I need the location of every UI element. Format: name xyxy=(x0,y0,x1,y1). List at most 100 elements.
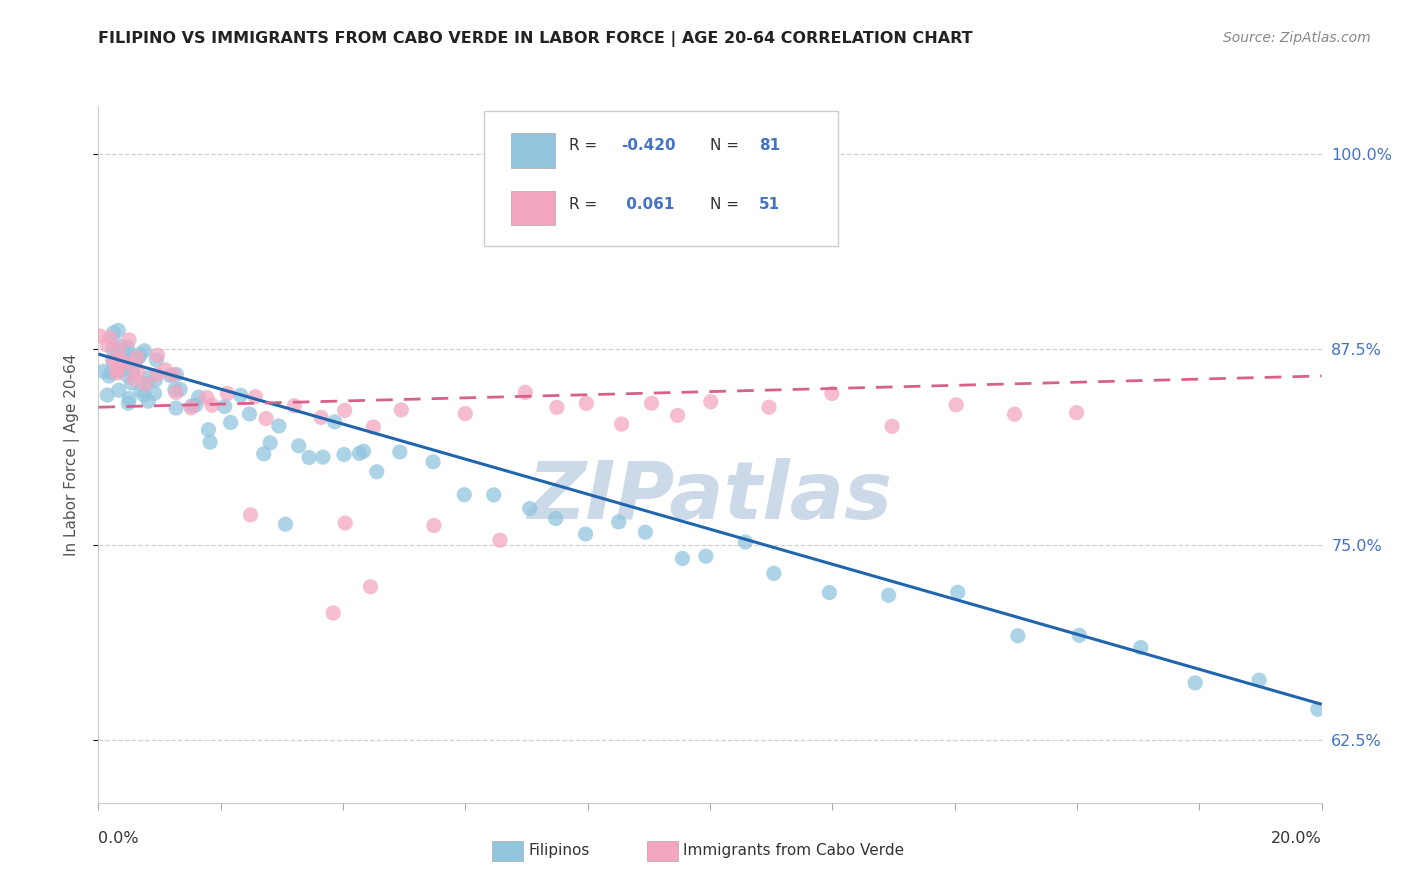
Point xyxy=(353,444,375,458)
Point xyxy=(107,383,129,397)
Point xyxy=(877,588,900,602)
Point xyxy=(143,386,166,401)
Point xyxy=(1066,406,1088,420)
Point xyxy=(110,357,132,371)
Text: Source: ZipAtlas.com: Source: ZipAtlas.com xyxy=(1223,31,1371,45)
Point xyxy=(187,390,209,404)
Text: ZIPatlas: ZIPatlas xyxy=(527,458,893,536)
Text: R =: R = xyxy=(569,137,603,153)
Point xyxy=(1069,628,1091,642)
Point xyxy=(253,447,276,461)
Point xyxy=(115,368,138,383)
Text: 51: 51 xyxy=(759,197,780,212)
Point xyxy=(165,385,187,400)
Point xyxy=(145,352,167,367)
Point xyxy=(129,347,152,361)
Point xyxy=(118,392,141,406)
Text: FILIPINO VS IMMIGRANTS FROM CABO VERDE IN LABOR FORCE | AGE 20-64 CORRELATION CH: FILIPINO VS IMMIGRANTS FROM CABO VERDE I… xyxy=(98,31,973,47)
Point xyxy=(117,340,139,354)
Point xyxy=(108,363,131,377)
Point xyxy=(125,351,148,365)
Point xyxy=(640,396,662,410)
Point xyxy=(120,357,142,371)
Point xyxy=(101,352,124,367)
Point xyxy=(634,525,657,540)
Point xyxy=(219,416,242,430)
Point xyxy=(239,508,262,522)
Point xyxy=(482,488,505,502)
Text: N =: N = xyxy=(710,137,744,153)
Point xyxy=(110,339,132,353)
Point xyxy=(489,533,512,548)
Point xyxy=(197,423,219,437)
Point xyxy=(695,549,717,564)
Point xyxy=(91,364,114,378)
Point xyxy=(322,606,344,620)
Point xyxy=(143,373,166,387)
Point xyxy=(254,411,277,425)
Point xyxy=(110,353,132,368)
FancyBboxPatch shape xyxy=(484,111,838,246)
Point xyxy=(818,585,841,599)
Point xyxy=(946,585,969,599)
Point xyxy=(134,377,156,392)
Point xyxy=(1004,407,1026,421)
Point xyxy=(169,383,191,397)
Point xyxy=(125,352,148,367)
Point xyxy=(607,515,630,529)
Point xyxy=(366,465,388,479)
Point xyxy=(217,386,239,401)
Point xyxy=(1007,629,1029,643)
Point xyxy=(575,396,598,410)
Point xyxy=(184,398,207,412)
Point xyxy=(98,331,121,345)
Y-axis label: In Labor Force | Age 20-64: In Labor Force | Age 20-64 xyxy=(65,354,80,556)
Point xyxy=(360,580,382,594)
Point xyxy=(134,343,156,358)
Point xyxy=(121,376,143,390)
Point xyxy=(100,365,122,379)
Point xyxy=(96,388,118,402)
Point xyxy=(105,366,128,380)
Point xyxy=(389,403,412,417)
Point xyxy=(107,343,129,358)
Point xyxy=(105,362,128,376)
Point xyxy=(136,394,159,409)
Point xyxy=(155,363,177,377)
Text: -0.420: -0.420 xyxy=(620,137,675,153)
Point xyxy=(762,566,785,581)
Point xyxy=(97,369,120,384)
Point xyxy=(453,488,475,502)
Point xyxy=(333,403,356,417)
Point xyxy=(1184,676,1206,690)
Point xyxy=(181,399,204,413)
Point xyxy=(544,511,567,525)
Point xyxy=(388,445,411,459)
Point xyxy=(423,518,446,533)
Point xyxy=(363,420,385,434)
Bar xyxy=(510,133,555,168)
Point xyxy=(162,368,184,382)
Point xyxy=(283,399,305,413)
Point xyxy=(1129,640,1152,655)
Point xyxy=(323,415,346,429)
Point xyxy=(118,333,141,347)
Point xyxy=(127,364,149,378)
Point xyxy=(103,326,125,340)
Point xyxy=(129,383,152,397)
Point xyxy=(515,385,537,400)
Point xyxy=(128,350,150,364)
Point xyxy=(671,551,693,566)
Point xyxy=(96,338,118,352)
Point xyxy=(574,527,596,541)
Text: 0.061: 0.061 xyxy=(620,197,673,212)
Point xyxy=(214,400,236,414)
Point xyxy=(700,394,723,409)
Point xyxy=(1306,702,1329,716)
Bar xyxy=(510,191,555,226)
Point xyxy=(165,401,187,415)
Point xyxy=(146,348,169,362)
Point xyxy=(821,386,844,401)
Point xyxy=(454,407,477,421)
Point xyxy=(89,329,111,343)
